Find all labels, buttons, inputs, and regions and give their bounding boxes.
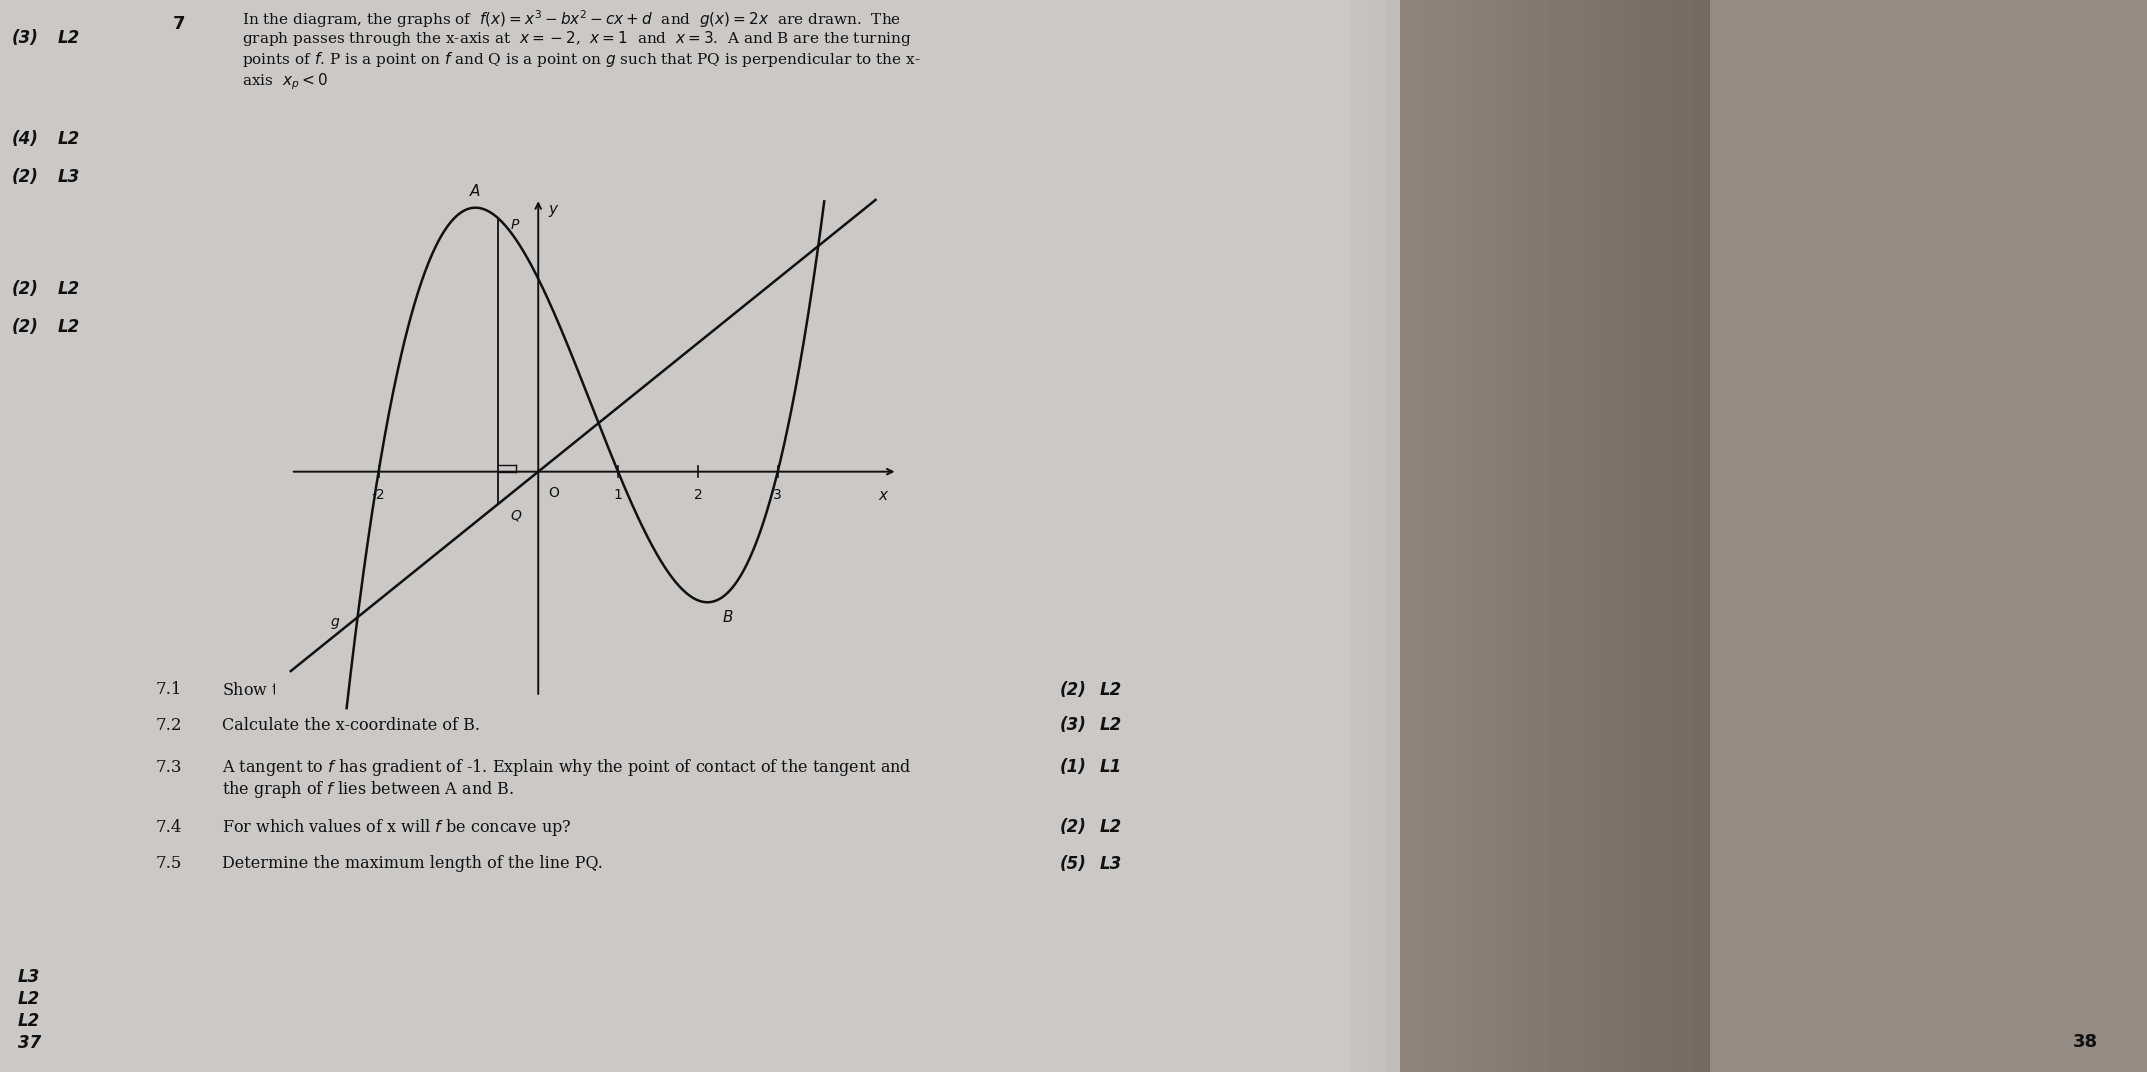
Text: (2): (2)	[13, 318, 39, 336]
Text: axis  $x_p < 0$: axis $x_p < 0$	[243, 71, 328, 91]
Text: (1): (1)	[1061, 758, 1086, 776]
Text: (4): (4)	[13, 131, 39, 148]
Text: L3: L3	[17, 968, 41, 986]
Text: 2: 2	[693, 488, 702, 502]
Text: 3: 3	[773, 488, 782, 502]
Bar	[1368, 0, 1387, 1072]
Bar	[1475, 0, 1494, 1072]
Text: Calculate the x-coordinate of B.: Calculate the x-coordinate of B.	[221, 716, 481, 733]
Bar	[1387, 0, 1404, 1072]
Text: 7.5: 7.5	[157, 855, 182, 873]
Text: -2: -2	[371, 488, 386, 502]
Bar	[1421, 0, 1441, 1072]
Text: L2: L2	[17, 1012, 41, 1030]
Text: L2: L2	[58, 29, 79, 46]
Text: For which values of x will $f$ be concave up?: For which values of x will $f$ be concav…	[221, 817, 571, 837]
Text: 37: 37	[17, 1034, 41, 1052]
Text: 7.1: 7.1	[157, 682, 182, 699]
Text: Q: Q	[511, 509, 522, 523]
Text: A: A	[470, 184, 481, 199]
Text: 7: 7	[174, 15, 185, 33]
Bar	[1621, 0, 1638, 1072]
Bar	[1458, 0, 1475, 1072]
Text: $x$: $x$	[878, 488, 889, 503]
Text: (2): (2)	[1061, 818, 1086, 836]
Text: L2: L2	[1099, 681, 1123, 699]
Bar	[1350, 0, 1368, 1072]
Text: L2: L2	[58, 281, 79, 298]
Text: L3: L3	[58, 168, 79, 185]
Text: points of $f$. P is a point on $f$ and Q is a point on $g$ such that PQ is perpe: points of $f$. P is a point on $f$ and Q…	[243, 50, 921, 69]
Bar	[1511, 0, 1531, 1072]
Text: L2: L2	[58, 131, 79, 148]
Bar	[1655, 0, 1675, 1072]
Bar	[1531, 0, 1548, 1072]
Text: L2: L2	[58, 318, 79, 336]
Text: In the diagram, the graphs of  $f(x) = x^3 - bx^2 - cx + d$  and  $g(x) = 2x$  a: In the diagram, the graphs of $f(x) = x^…	[243, 8, 902, 30]
Text: 1: 1	[614, 488, 623, 502]
Bar	[1584, 0, 1602, 1072]
Text: (5): (5)	[1061, 855, 1086, 873]
Bar	[1548, 0, 1565, 1072]
Text: (2): (2)	[13, 168, 39, 185]
Bar	[1494, 0, 1511, 1072]
Text: (2): (2)	[1061, 681, 1086, 699]
Text: (3): (3)	[13, 29, 39, 46]
Text: 38: 38	[2072, 1033, 2098, 1051]
Text: L2: L2	[1099, 818, 1123, 836]
Text: L2: L2	[1099, 716, 1123, 734]
Text: $y$: $y$	[547, 204, 560, 219]
Text: g: g	[331, 615, 339, 629]
Bar	[1675, 0, 1692, 1072]
Bar	[1692, 0, 1709, 1072]
Bar	[1400, 0, 2147, 1072]
Text: Show that   $f(x) = x^3 - 2x^2 - 5x + 6$: Show that $f(x) = x^3 - 2x^2 - 5x + 6$	[221, 680, 502, 700]
Text: 7.3: 7.3	[157, 759, 182, 775]
Bar	[1565, 0, 1584, 1072]
Text: 7.4: 7.4	[157, 819, 182, 835]
Bar	[1404, 0, 1421, 1072]
Text: Determine the maximum length of the line PQ.: Determine the maximum length of the line…	[221, 855, 603, 873]
Text: B: B	[721, 610, 732, 625]
Bar	[1638, 0, 1655, 1072]
Text: A tangent to $f$ has gradient of -1. Explain why the point of contact of the tan: A tangent to $f$ has gradient of -1. Exp…	[221, 757, 912, 777]
Bar	[1602, 0, 1621, 1072]
Text: L2: L2	[17, 991, 41, 1008]
Bar	[1441, 0, 1458, 1072]
Text: the graph of $f$ lies between A and B.: the graph of $f$ lies between A and B.	[221, 779, 513, 801]
Text: (3): (3)	[1061, 716, 1086, 734]
Text: graph passes through the x-axis at  $x = -2$,  $x = 1$  and  $x = 3$.  A and B a: graph passes through the x-axis at $x = …	[243, 29, 912, 48]
Text: O: O	[547, 487, 558, 501]
Text: L3: L3	[1099, 855, 1123, 873]
Text: L1: L1	[1099, 758, 1123, 776]
Text: (2): (2)	[13, 281, 39, 298]
Text: 7.2: 7.2	[157, 716, 182, 733]
Text: P: P	[511, 219, 520, 233]
